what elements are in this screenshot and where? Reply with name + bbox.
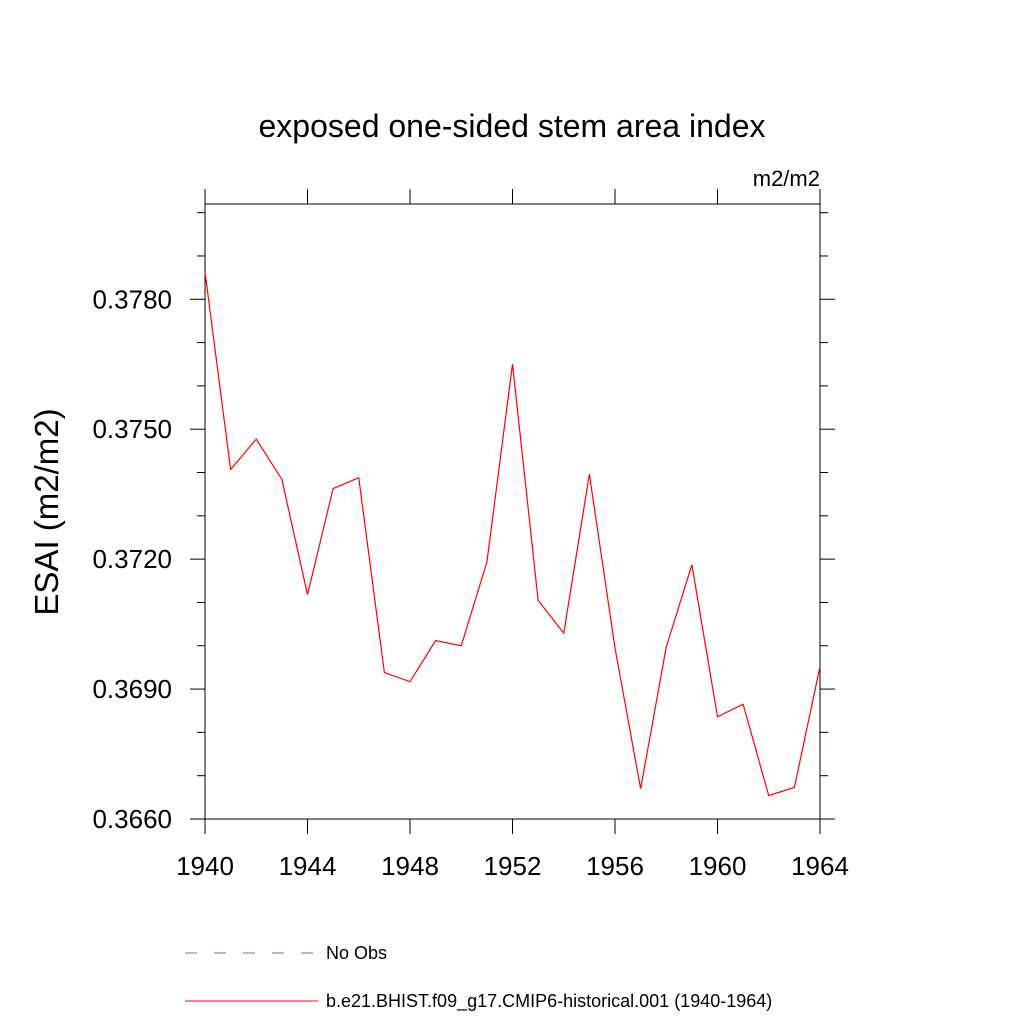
y-tick-label: 0.3720 bbox=[92, 544, 172, 574]
y-tick-label: 0.3780 bbox=[92, 284, 172, 314]
y-tick-label: 0.3660 bbox=[92, 804, 172, 834]
legend-series-label: b.e21.BHIST.f09_g17.CMIP6-historical.001… bbox=[326, 991, 772, 1012]
y-tick-label: 0.3690 bbox=[92, 674, 172, 704]
x-tick-label: 1952 bbox=[484, 851, 542, 881]
x-tick-label: 1940 bbox=[176, 851, 234, 881]
x-tick-label: 1964 bbox=[791, 851, 849, 881]
plot-frame bbox=[204, 203, 821, 820]
chart-title: exposed one-sided stem area index bbox=[259, 108, 766, 144]
units-label: m2/m2 bbox=[753, 166, 820, 191]
y-tick-label: 0.3750 bbox=[92, 414, 172, 444]
x-tick-label: 1944 bbox=[279, 851, 337, 881]
legend-no-obs-label: No Obs bbox=[326, 943, 387, 963]
x-tick-label: 1956 bbox=[586, 851, 644, 881]
x-tick-label: 1960 bbox=[689, 851, 747, 881]
series-group bbox=[204, 271, 821, 797]
x-tick-label: 1948 bbox=[381, 851, 439, 881]
y-axis-label: ESAI (m2/m2) bbox=[28, 408, 65, 615]
axes-group: 1940 1944 1948 1952 1956 1960 1964 0.3660 0.3690… bbox=[92, 189, 849, 881]
series-line bbox=[204, 271, 821, 797]
